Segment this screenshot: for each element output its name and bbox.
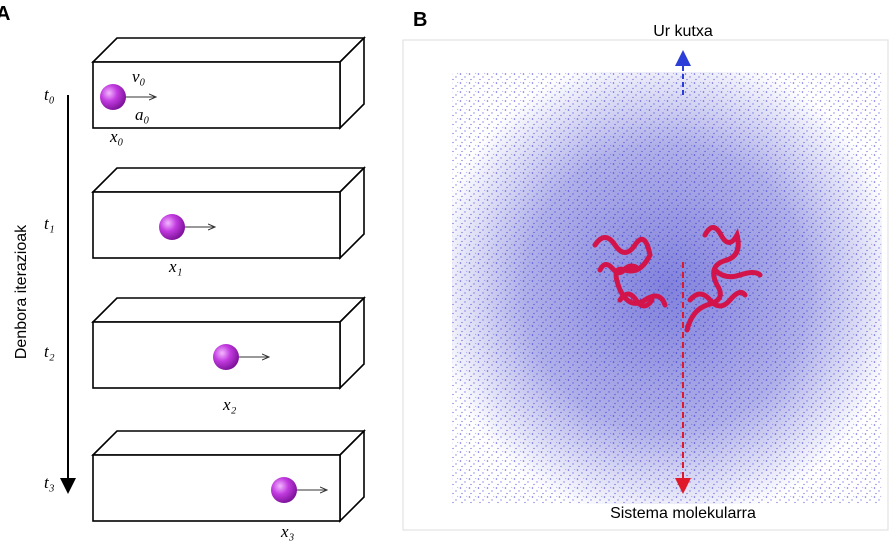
panel-label: A bbox=[0, 3, 10, 25]
helix bbox=[592, 235, 668, 308]
boxes: t₀ x₀ v₀ a₀ t₁ x₁ t₂ x₂ t₃ x₃ bbox=[44, 36, 366, 541]
system-label: Sistema molekularra bbox=[610, 505, 756, 522]
box-top bbox=[91, 430, 366, 456]
helix bbox=[597, 262, 655, 309]
water-label: Ur kutxa bbox=[653, 23, 713, 40]
box-top bbox=[91, 297, 366, 323]
protein bbox=[592, 225, 763, 333]
helix bbox=[684, 225, 741, 333]
particle bbox=[213, 344, 239, 370]
time-label: t₃ bbox=[44, 473, 55, 492]
particle bbox=[271, 477, 297, 503]
particle bbox=[100, 84, 126, 110]
acceleration-label: a₀ bbox=[135, 105, 150, 124]
time-label: t₁ bbox=[44, 214, 55, 233]
box-top bbox=[91, 37, 366, 63]
velocity-label: v₀ bbox=[132, 67, 146, 86]
time-axis-label: Denbora iterazioak bbox=[13, 224, 30, 359]
box-front bbox=[92, 61, 341, 129]
box-top bbox=[91, 167, 366, 193]
position-label: x₃ bbox=[280, 522, 295, 541]
position-label: x₀ bbox=[109, 127, 124, 146]
box-front bbox=[92, 191, 341, 259]
box-front bbox=[92, 454, 341, 522]
panel-label: B bbox=[413, 9, 427, 31]
time-label: t₀ bbox=[44, 85, 55, 104]
position-label: x₁ bbox=[168, 257, 182, 276]
particle bbox=[159, 214, 185, 240]
helix bbox=[687, 267, 763, 309]
position-label: x₂ bbox=[222, 395, 237, 414]
water-core bbox=[452, 72, 882, 504]
time-label: t₂ bbox=[44, 342, 55, 361]
